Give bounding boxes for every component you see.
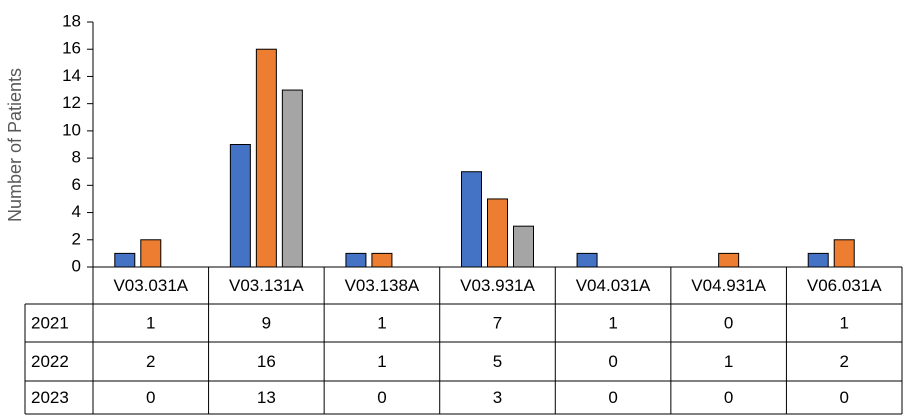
bar <box>576 252 598 268</box>
x-tick-label: V04.031A <box>576 276 651 295</box>
table-cell: 2 <box>839 352 848 371</box>
table-cell: 0 <box>724 313 733 332</box>
x-tick-label: V06.031A <box>807 276 882 295</box>
y-tick-label: 16 <box>62 39 81 58</box>
y-tick-label: 18 <box>62 11 81 30</box>
table-cell: 0 <box>724 388 733 407</box>
table-cell: 0 <box>608 388 617 407</box>
table-cell: 1 <box>724 352 733 371</box>
y-tick-label: 2 <box>72 229 81 248</box>
table-cell: 0 <box>839 388 848 407</box>
table-cell: 1 <box>146 313 155 332</box>
y-tick-label: 14 <box>62 66 81 85</box>
table-cell: 0 <box>377 388 386 407</box>
table-cell: 0 <box>146 388 155 407</box>
y-tick-label: 6 <box>72 175 81 194</box>
legend-label: 2023 <box>31 388 69 407</box>
y-tick-label: 12 <box>62 93 81 112</box>
table-cell: 3 <box>493 388 502 407</box>
bar <box>461 171 482 268</box>
x-tick-label: V03.131A <box>229 276 304 295</box>
bar <box>513 225 534 268</box>
bar <box>229 144 251 268</box>
x-tick-label: V03.031A <box>113 276 188 295</box>
x-tick-label: V04.931A <box>691 276 766 295</box>
table-cell: 5 <box>493 352 502 371</box>
bar <box>255 48 277 268</box>
bar <box>281 89 303 268</box>
table-cell: 9 <box>262 313 271 332</box>
bar <box>487 198 508 268</box>
table-cell: 0 <box>608 352 617 371</box>
y-tick-label: 0 <box>72 256 81 275</box>
table-cell: 1 <box>608 313 617 332</box>
bar <box>140 239 162 268</box>
table-cell: 13 <box>257 388 276 407</box>
bar <box>345 252 367 268</box>
legend-label: 2021 <box>31 313 69 332</box>
x-tick-label: V03.931A <box>460 276 535 295</box>
table-cell: 7 <box>493 313 502 332</box>
y-axis-title: Number of Patients <box>5 68 25 222</box>
bar <box>807 252 829 268</box>
legend-label: 2022 <box>31 352 69 371</box>
bar <box>371 252 393 268</box>
table-cell: 1 <box>839 313 848 332</box>
bar <box>114 252 136 268</box>
y-tick-label: 4 <box>72 202 81 221</box>
y-tick-label: 8 <box>72 148 81 167</box>
x-tick-label: V03.138A <box>345 276 420 295</box>
y-tick-label: 10 <box>62 120 81 139</box>
bar <box>718 252 740 268</box>
table-cell: 1 <box>377 313 386 332</box>
table-cell: 16 <box>257 352 276 371</box>
bar <box>833 239 855 268</box>
table-cell: 2 <box>146 352 155 371</box>
table-cell: 1 <box>377 352 386 371</box>
